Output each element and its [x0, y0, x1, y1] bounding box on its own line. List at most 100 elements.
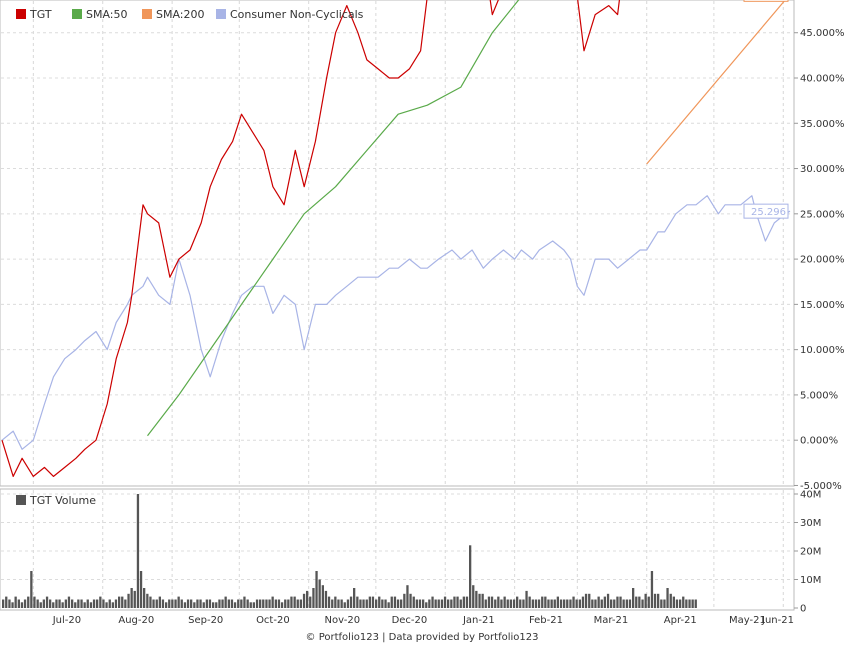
volume-bar	[318, 579, 321, 608]
volume-tick-label: 40M	[800, 490, 821, 501]
volume-bar	[559, 599, 563, 608]
volume-bar	[212, 602, 215, 608]
volume-bar	[118, 596, 121, 608]
volume-bar	[472, 585, 475, 608]
volume-bar	[415, 599, 418, 608]
legend-swatch	[16, 9, 26, 19]
volume-bar	[660, 599, 663, 608]
volume-bar	[528, 596, 531, 608]
volume-bar	[572, 596, 575, 608]
volume-bar	[600, 599, 603, 608]
x-tick-label: Apr-21	[664, 615, 697, 626]
volume-bar	[121, 596, 124, 608]
volume-bar	[193, 602, 196, 608]
volume-bar	[139, 571, 143, 608]
volume-bar	[17, 599, 20, 608]
volume-bar	[105, 602, 108, 608]
volume-bar	[243, 596, 246, 608]
volume-bar	[287, 599, 290, 608]
volume-bar	[412, 596, 415, 608]
volume-bar	[541, 596, 544, 608]
volume-bar	[77, 599, 80, 608]
volume-bar	[675, 599, 679, 608]
volume-bar	[246, 599, 249, 608]
footer-credit: © Portfolio123 | Data provided by Portfo…	[306, 632, 539, 643]
volume-bar	[265, 599, 268, 608]
volume-bar	[174, 599, 177, 608]
volume-bar	[324, 590, 328, 608]
volume-bar	[33, 596, 36, 608]
y-tick-label: 40.000%	[800, 74, 845, 85]
volume-bar	[396, 599, 400, 608]
volume-bar	[575, 599, 578, 608]
x-tick-label: Feb-21	[529, 615, 563, 626]
volume-bar	[302, 593, 306, 609]
volume-tick-label: 20M	[800, 547, 821, 558]
volume-bar	[544, 596, 547, 608]
series-line-sma-50	[147, 0, 520, 437]
volume-bar	[86, 599, 89, 608]
volume-bar	[149, 596, 152, 608]
volume-bar	[177, 596, 180, 608]
volume-bar	[644, 593, 647, 609]
volume-plot-area	[0, 488, 795, 611]
volume-bar	[224, 596, 227, 608]
volume-bar	[71, 599, 74, 608]
volume-bar	[111, 602, 114, 608]
legend-swatch	[142, 9, 152, 19]
volume-bar	[146, 593, 149, 609]
volume-bar	[381, 599, 384, 608]
volume-bar	[647, 596, 650, 608]
volume-bar	[233, 602, 237, 608]
volume-bar	[553, 599, 556, 608]
volume-bar	[55, 599, 58, 608]
legend-label: SMA:50	[86, 8, 128, 21]
volume-bar	[666, 588, 669, 608]
volume-bar	[168, 599, 171, 608]
end-label-value: 49.240	[751, 0, 786, 1]
volume-bar	[30, 571, 33, 608]
x-tick-label: Oct-20	[256, 615, 290, 626]
volume-bar	[459, 599, 462, 608]
volume-bar	[390, 596, 393, 608]
volume-bar	[349, 596, 353, 608]
volume-bar	[205, 599, 208, 608]
series-end-labels: 92.07174.69849.24025.296	[743, 0, 789, 219]
volume-bar	[556, 596, 559, 608]
volume-y-axis-labels: 0 10M 20M 30M 40M	[794, 490, 821, 615]
volume-bar	[679, 599, 682, 608]
volume-bar	[143, 588, 146, 608]
volume-bar	[371, 596, 375, 608]
volume-bar	[165, 602, 168, 608]
volume-bar	[277, 599, 281, 608]
volume-bar	[290, 596, 293, 608]
volume-bar	[462, 596, 465, 608]
volume-bar	[650, 571, 654, 608]
volume-bar	[271, 596, 274, 608]
end-label-box	[743, 0, 789, 2]
volume-bar	[215, 602, 218, 608]
end-label-value: 25.296	[751, 207, 786, 218]
volume-bar	[425, 602, 428, 608]
volume-bar	[522, 599, 525, 608]
y-tick-label: 5.000%	[800, 390, 838, 401]
volume-bar	[434, 599, 437, 608]
volume-bar	[299, 599, 302, 608]
volume-bar	[49, 599, 52, 608]
volume-bar	[152, 599, 155, 608]
volume-bar	[42, 599, 45, 608]
x-tick-label: Jul-20	[52, 615, 81, 626]
volume-bar	[672, 596, 675, 608]
volume-bar	[566, 599, 569, 608]
y-tick-label: 25.000%	[800, 209, 845, 220]
legend-label: TGT	[29, 8, 52, 21]
volume-tick-label: 10M	[800, 575, 821, 586]
y-tick-label: 35.000%	[800, 119, 845, 130]
volume-bar	[682, 596, 685, 608]
volume-bar	[625, 599, 628, 608]
volume-bar	[127, 593, 130, 609]
volume-bar	[365, 599, 368, 608]
volume-bar	[534, 599, 538, 608]
volume-bar	[440, 599, 444, 608]
